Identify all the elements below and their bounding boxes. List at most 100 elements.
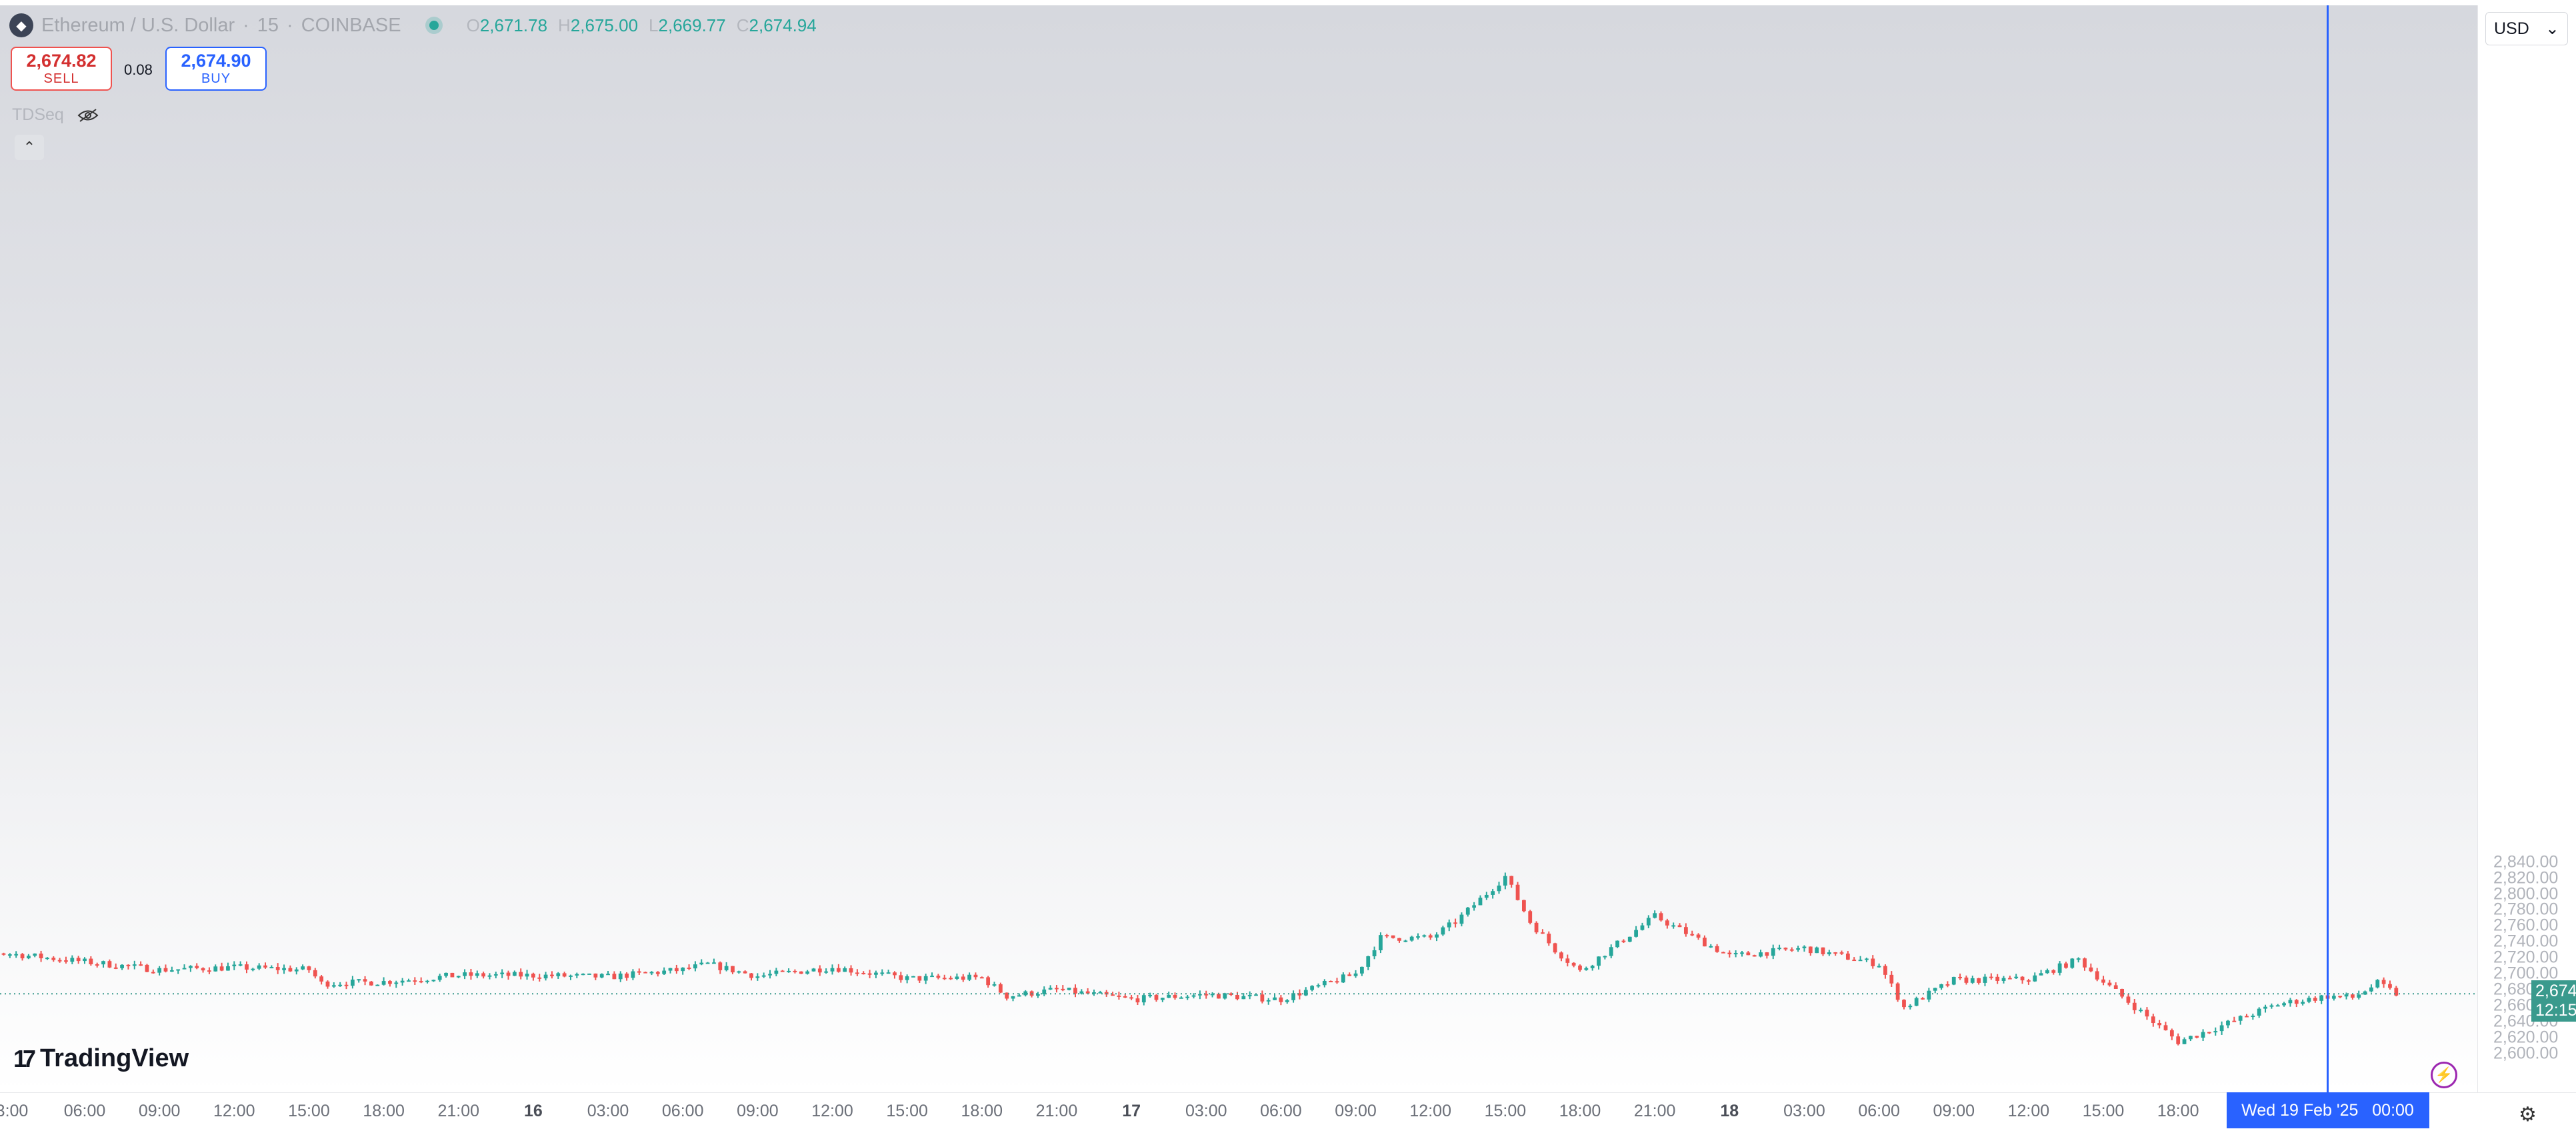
sell-button[interactable]: 2,674.82 SELL — [11, 47, 112, 91]
candle-body — [83, 958, 87, 962]
candle-body — [2350, 994, 2355, 998]
candle-body — [2120, 988, 2124, 997]
candle-body — [169, 970, 174, 972]
candle-body — [893, 972, 897, 976]
time-tick-label: 17 — [1122, 1102, 1141, 1120]
candle-body — [687, 967, 691, 969]
candle-body — [2126, 996, 2131, 1003]
candle-body — [407, 980, 411, 982]
candle-body — [587, 973, 591, 975]
candle-body — [861, 972, 866, 974]
price-tick-label: 2,740.00 — [2493, 932, 2559, 951]
price-tick-label: 2,720.00 — [2493, 948, 2559, 967]
indicator-legend[interactable]: TDSeq — [12, 105, 99, 125]
candle-body — [1895, 983, 1900, 1000]
candle-body — [1553, 943, 1557, 953]
candle-body — [2251, 1016, 2255, 1018]
eye-hidden-icon[interactable] — [77, 108, 99, 123]
candle-body — [14, 954, 19, 956]
candle-body — [219, 966, 224, 971]
candle-body — [2282, 1003, 2286, 1006]
candle-body — [2007, 978, 2012, 980]
candle-body — [1154, 995, 1159, 1000]
candle-body — [456, 976, 461, 978]
candle-body — [2238, 1016, 2243, 1021]
time-tick-label: 16 — [523, 1102, 543, 1120]
crosshair-time-label: Wed 19 Feb '25 00:00 — [2226, 1092, 2429, 1128]
buy-button[interactable]: 2,674.90 BUY — [165, 47, 267, 91]
candle-body — [1534, 922, 1539, 933]
candle-body — [1653, 913, 1657, 918]
candle-body — [1111, 994, 1115, 996]
price-tick-label: 2,780.00 — [2493, 900, 2559, 919]
time-tick-label: 18:00 — [961, 1102, 1003, 1120]
candle-body — [1883, 966, 1887, 975]
price-scale[interactable] — [2477, 5, 2576, 1092]
candle-body — [1085, 991, 1090, 994]
candle-body — [176, 969, 181, 971]
candle-body — [1709, 946, 1713, 948]
candle-body — [1204, 994, 1209, 996]
candle-body — [899, 975, 903, 980]
candle-body — [350, 979, 355, 986]
candle-body — [245, 964, 249, 970]
candle-body — [207, 970, 211, 972]
candle-body — [668, 968, 673, 971]
candle-body — [1316, 985, 1321, 987]
candle-body — [1665, 920, 1669, 926]
candle-body — [1254, 994, 1258, 996]
candle-body — [1914, 998, 1919, 1006]
candle-body — [1353, 973, 1358, 976]
candle-body — [1634, 930, 1639, 937]
candle-body — [2381, 980, 2386, 984]
candle-body — [1484, 894, 1489, 898]
time-tick-label: 12:00 — [811, 1102, 853, 1120]
currency-select[interactable]: USD ⌄ — [2485, 12, 2568, 45]
candle-body — [1677, 925, 1682, 928]
collapse-legend-button[interactable]: ⌃ — [15, 135, 44, 160]
lightning-icon[interactable]: ⚡ — [2431, 1062, 2457, 1088]
candle-body — [581, 974, 585, 976]
candle-body — [512, 972, 517, 976]
candle-body — [20, 954, 25, 959]
candle-body — [1385, 935, 1389, 937]
candle-body — [1833, 952, 1838, 954]
time-tick-label: 21:00 — [1035, 1102, 1078, 1120]
candle-body — [1185, 996, 1190, 998]
chart-pane[interactable] — [0, 5, 2477, 1092]
candle-body — [1447, 922, 1451, 928]
candle-body — [911, 976, 915, 978]
candle-body — [817, 968, 822, 973]
candle-body — [307, 966, 311, 970]
candle-body — [1397, 938, 1401, 941]
candle-body — [2014, 976, 2019, 978]
candle-body — [1927, 990, 1931, 1000]
time-scale[interactable] — [0, 1092, 2576, 1137]
candle-body — [1615, 940, 1619, 948]
tradingview-logo[interactable]: 17 TradingView — [13, 1044, 189, 1073]
candle-body — [1210, 994, 1215, 996]
candle-body — [1970, 978, 1975, 983]
candle-body — [1497, 885, 1501, 892]
candle-body — [394, 982, 399, 984]
candle-body — [1783, 948, 1788, 950]
candle-body — [1347, 974, 1352, 976]
candle-body — [2307, 998, 2311, 1002]
market-status-icon[interactable] — [429, 21, 439, 30]
exchange-label: COINBASE — [301, 14, 401, 36]
last-price-label: 2,674.94 12:15 — [2531, 980, 2576, 1022]
candle-body — [855, 972, 859, 974]
settings-gear-icon[interactable]: ⚙ — [2519, 1104, 2537, 1126]
candle-body — [1491, 891, 1495, 895]
candle-body — [917, 976, 922, 981]
candle-body — [1279, 997, 1283, 1002]
candle-body — [2219, 1025, 2224, 1032]
symbol-legend[interactable]: ◆ Ethereum / U.S. Dollar · 15 · COINBASE… — [9, 13, 817, 37]
time-tick-label: 06:00 — [1260, 1102, 1302, 1120]
candle-body — [45, 958, 49, 960]
candle-body — [1117, 995, 1121, 997]
candle-body — [674, 968, 679, 972]
candle-body — [631, 971, 635, 978]
candle-body — [1559, 952, 1563, 959]
candle-body — [269, 967, 274, 969]
